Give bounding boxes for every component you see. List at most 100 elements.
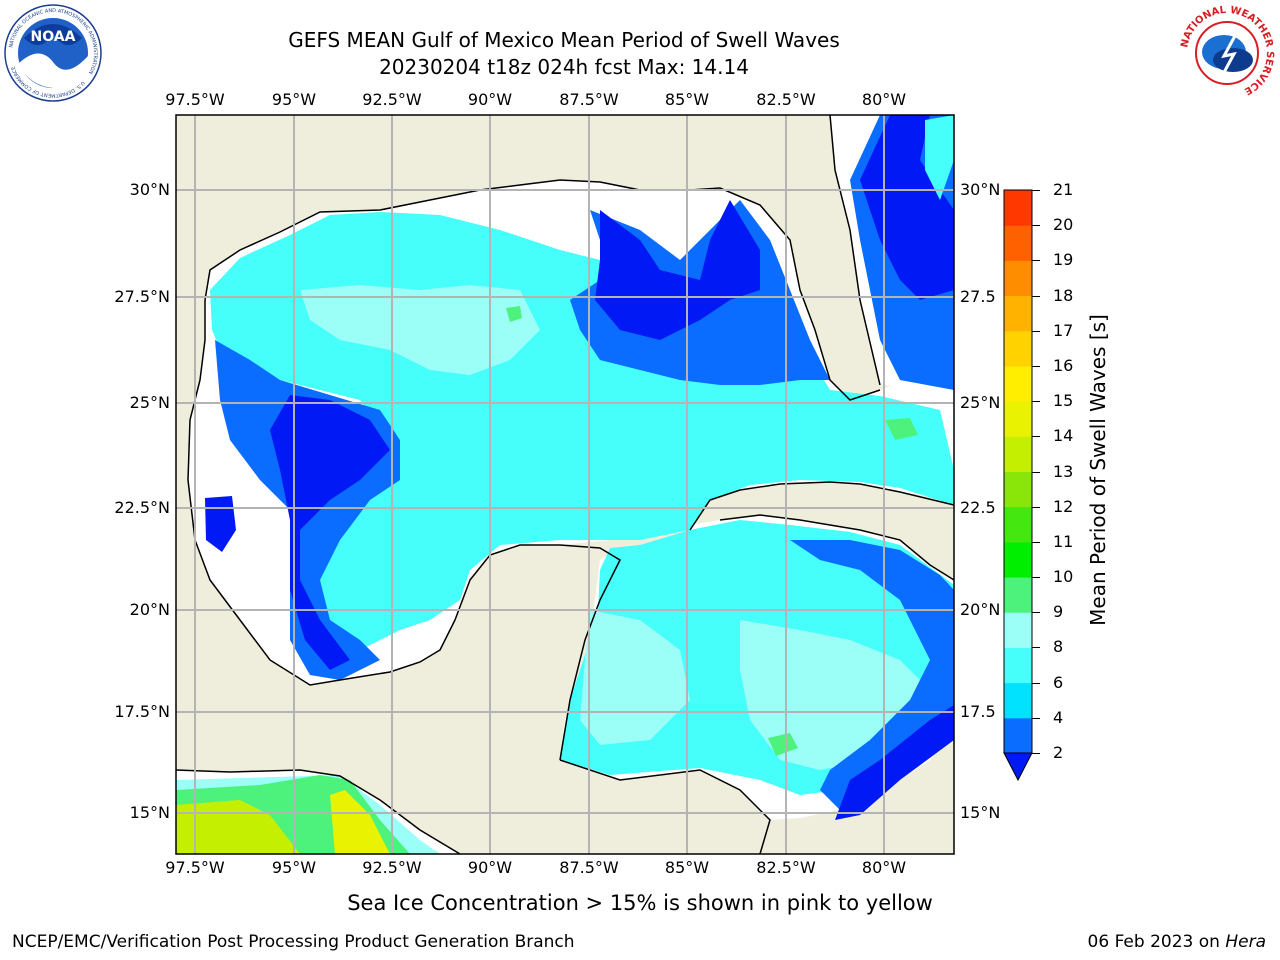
colorbar-band (1004, 717, 1032, 754)
colorbar-band (1004, 190, 1032, 226)
lat-label-right: 25°N (960, 393, 1001, 412)
lat-label-left: 30°N (129, 180, 170, 199)
colorbar-band (1004, 225, 1032, 261)
lon-label-bottom: 97.5°W (165, 858, 225, 877)
lon-label-top: 82.5°W (756, 90, 816, 109)
lat-label-right: 30°N (960, 180, 1001, 199)
swell-dark-blue-east-gulf (595, 200, 760, 340)
colorbar-band (1004, 260, 1032, 297)
lat-label-left: 25°N (129, 393, 170, 412)
lat-label-right: 17.5 (960, 702, 996, 721)
footer-host: Hera (1225, 932, 1266, 952)
colorbar-tick-mark (1032, 436, 1040, 438)
swell-cyan-atlantic (925, 115, 954, 200)
noaa-logo-text: NOAA (31, 29, 76, 45)
swell-dark-blue-west-gulf (270, 395, 390, 670)
colorbar-tick-mark (1032, 225, 1040, 227)
colorbar-band (1004, 612, 1032, 648)
colorbar-band (1004, 401, 1032, 437)
colorbar-tick-mark (1032, 541, 1040, 543)
colorbar-label: Mean Period of Swell Waves [s] (1086, 314, 1110, 626)
colorbar-band (1004, 365, 1032, 402)
colorbar-tick-mark (1032, 330, 1040, 332)
colorbar-tick-mark (1032, 471, 1040, 473)
colorbar-tick-label: 20 (1053, 215, 1074, 235)
lon-label-bottom: 90°W (467, 858, 513, 877)
plot-subtitle: 20230204 t18z 024h fcst Max: 14.14 (379, 55, 749, 79)
colorbar-band (1004, 436, 1032, 472)
colorbar-band (1004, 682, 1032, 719)
lat-label-right: 27.5 (960, 287, 996, 306)
colorbar-tick-label: 4 (1053, 707, 1064, 727)
lat-label-left: 17.5°N (114, 702, 170, 721)
swell-green-patch-1 (506, 306, 522, 322)
lat-label-right: 22.5 (960, 498, 996, 517)
noaa-logo: NOAA NATIONAL OCEANIC AND ATMOSPHERIC AD… (4, 4, 102, 102)
colorbar-tick-label: 8 (1053, 637, 1064, 657)
colorbar-tick-mark (1032, 260, 1040, 262)
colorbar (1003, 189, 1033, 782)
lon-label-top: 80°W (861, 90, 907, 109)
lon-label-bottom: 95°W (271, 858, 317, 877)
swell-yellow-pacific-2 (330, 790, 390, 854)
colorbar-band (1004, 506, 1032, 543)
colorbar-tick-mark (1032, 190, 1040, 191)
footer-credit: NCEP/EMC/Verification Post Processing Pr… (12, 932, 575, 952)
colorbar-band (1004, 541, 1032, 578)
lon-label-top: 90°W (467, 90, 513, 109)
map-frame (175, 114, 955, 855)
lon-label-bottom: 80°W (861, 858, 907, 877)
colorbar-band (1004, 577, 1032, 613)
footer-date: 06 Feb 2023 on Hera (1088, 932, 1266, 952)
lon-label-bottom: 82.5°W (756, 858, 816, 877)
colorbar-tick-mark (1032, 717, 1040, 719)
swell-green-patch-3 (768, 733, 798, 756)
colorbar-tick-label: 13 (1053, 461, 1074, 481)
colorbar-tick-label: 17 (1053, 320, 1074, 340)
graticule (176, 115, 954, 854)
nws-logo: NATIONAL WEATHER SERVICE (1179, 5, 1275, 100)
lon-label-top: 92.5°W (362, 90, 422, 109)
lon-label-bottom: 85°W (664, 858, 710, 877)
colorbar-tick-label: 2 (1053, 743, 1064, 762)
swell-green-patch-2 (885, 418, 918, 440)
sea-ice-note: Sea Ice Concentration > 15% is shown in … (347, 891, 933, 915)
colorbar-tick-mark (1032, 365, 1040, 367)
lon-label-top: 87.5°W (559, 90, 619, 109)
colorbar-tick-label: 18 (1053, 285, 1074, 305)
swell-dark-blue-caribbean (835, 705, 954, 820)
colorbar-band (1004, 471, 1032, 508)
lat-label-left: 22.5°N (114, 498, 170, 517)
colorbar-tick-label: 11 (1053, 531, 1074, 551)
lat-label-left: 27.5°N (114, 287, 170, 306)
colorbar-tick-label: 10 (1053, 567, 1074, 587)
lon-label-top: 95°W (271, 90, 317, 109)
colorbar-under-triangle (1004, 753, 1032, 780)
colorbar-band (1004, 647, 1032, 684)
lat-label-left: 15°N (129, 803, 170, 822)
colorbar-tick-label: 19 (1053, 250, 1074, 270)
colorbar-tick-label: 9 (1053, 602, 1064, 622)
lat-label-left: 20°N (129, 600, 170, 619)
colorbar-tick-mark (1032, 401, 1040, 403)
colorbar-band (1004, 330, 1032, 367)
colorbar-tick-label: 12 (1053, 496, 1074, 516)
lon-label-top: 85°W (664, 90, 710, 109)
lon-label-bottom: 87.5°W (559, 858, 619, 877)
colorbar-tick-mark (1032, 647, 1040, 649)
plot-title: GEFS MEAN Gulf of Mexico Mean Period of … (288, 28, 840, 52)
colorbar-tick-label: 6 (1053, 672, 1064, 692)
footer-date-text: 06 Feb 2023 on (1087, 932, 1226, 952)
colorbar-tick-mark (1032, 612, 1040, 614)
colorbar-tick-label: 15 (1053, 391, 1074, 411)
colorbar-tick-mark (1032, 753, 1040, 754)
colorbar-tick-mark (1032, 506, 1040, 508)
colorbar-tick-label: 21 (1053, 180, 1074, 199)
swell-field-light (300, 285, 540, 375)
colorbar-tick-label: 16 (1053, 355, 1074, 375)
lon-label-bottom: 92.5°W (362, 858, 422, 877)
lat-label-right: 15°N (960, 803, 1001, 822)
colorbar-tick-label: 14 (1053, 426, 1074, 446)
colorbar-band (1004, 295, 1032, 332)
